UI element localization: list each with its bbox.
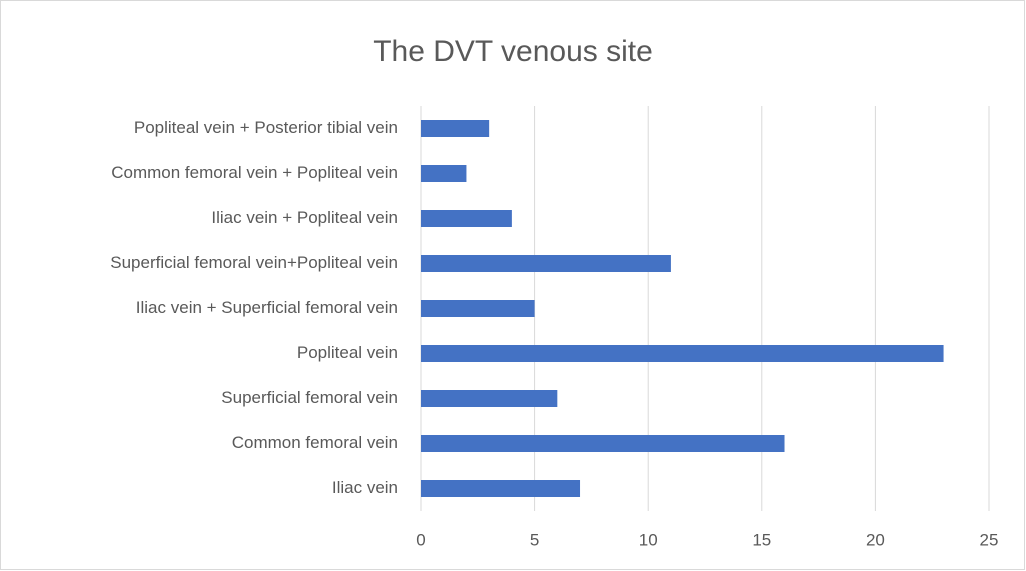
x-tick-label: 5 xyxy=(530,530,539,549)
x-tick-label: 20 xyxy=(866,530,885,549)
y-tick-label: Iliac vein xyxy=(332,478,398,497)
bar xyxy=(421,300,535,317)
bar xyxy=(421,210,512,227)
bar xyxy=(421,435,785,452)
bar xyxy=(421,120,490,137)
chart-title: The DVT venous site xyxy=(373,35,653,68)
y-tick-label: Superficial femoral vein+Popliteal vein xyxy=(110,253,398,272)
bar xyxy=(421,480,581,497)
x-tick-label: 0 xyxy=(416,530,425,549)
y-tick-label: Common femoral vein xyxy=(232,433,398,452)
x-tick-label: 15 xyxy=(752,530,771,549)
y-tick-label: Iliac vein + Superficial femoral vein xyxy=(136,298,398,317)
y-tick-label: Popliteal vein xyxy=(297,343,398,362)
x-tick-label: 10 xyxy=(639,530,658,549)
y-tick-label: Popliteal vein + Posterior tibial vein xyxy=(134,118,398,137)
bar xyxy=(421,390,558,407)
y-tick-label: Common femoral vein + Popliteal vein xyxy=(111,163,398,182)
bar xyxy=(421,345,944,362)
x-tick-label: 25 xyxy=(980,530,999,549)
bar xyxy=(421,255,671,272)
bar xyxy=(421,165,467,182)
y-tick-label: Iliac vein + Popliteal vein xyxy=(211,208,398,227)
y-tick-label: Superficial femoral vein xyxy=(221,388,398,407)
